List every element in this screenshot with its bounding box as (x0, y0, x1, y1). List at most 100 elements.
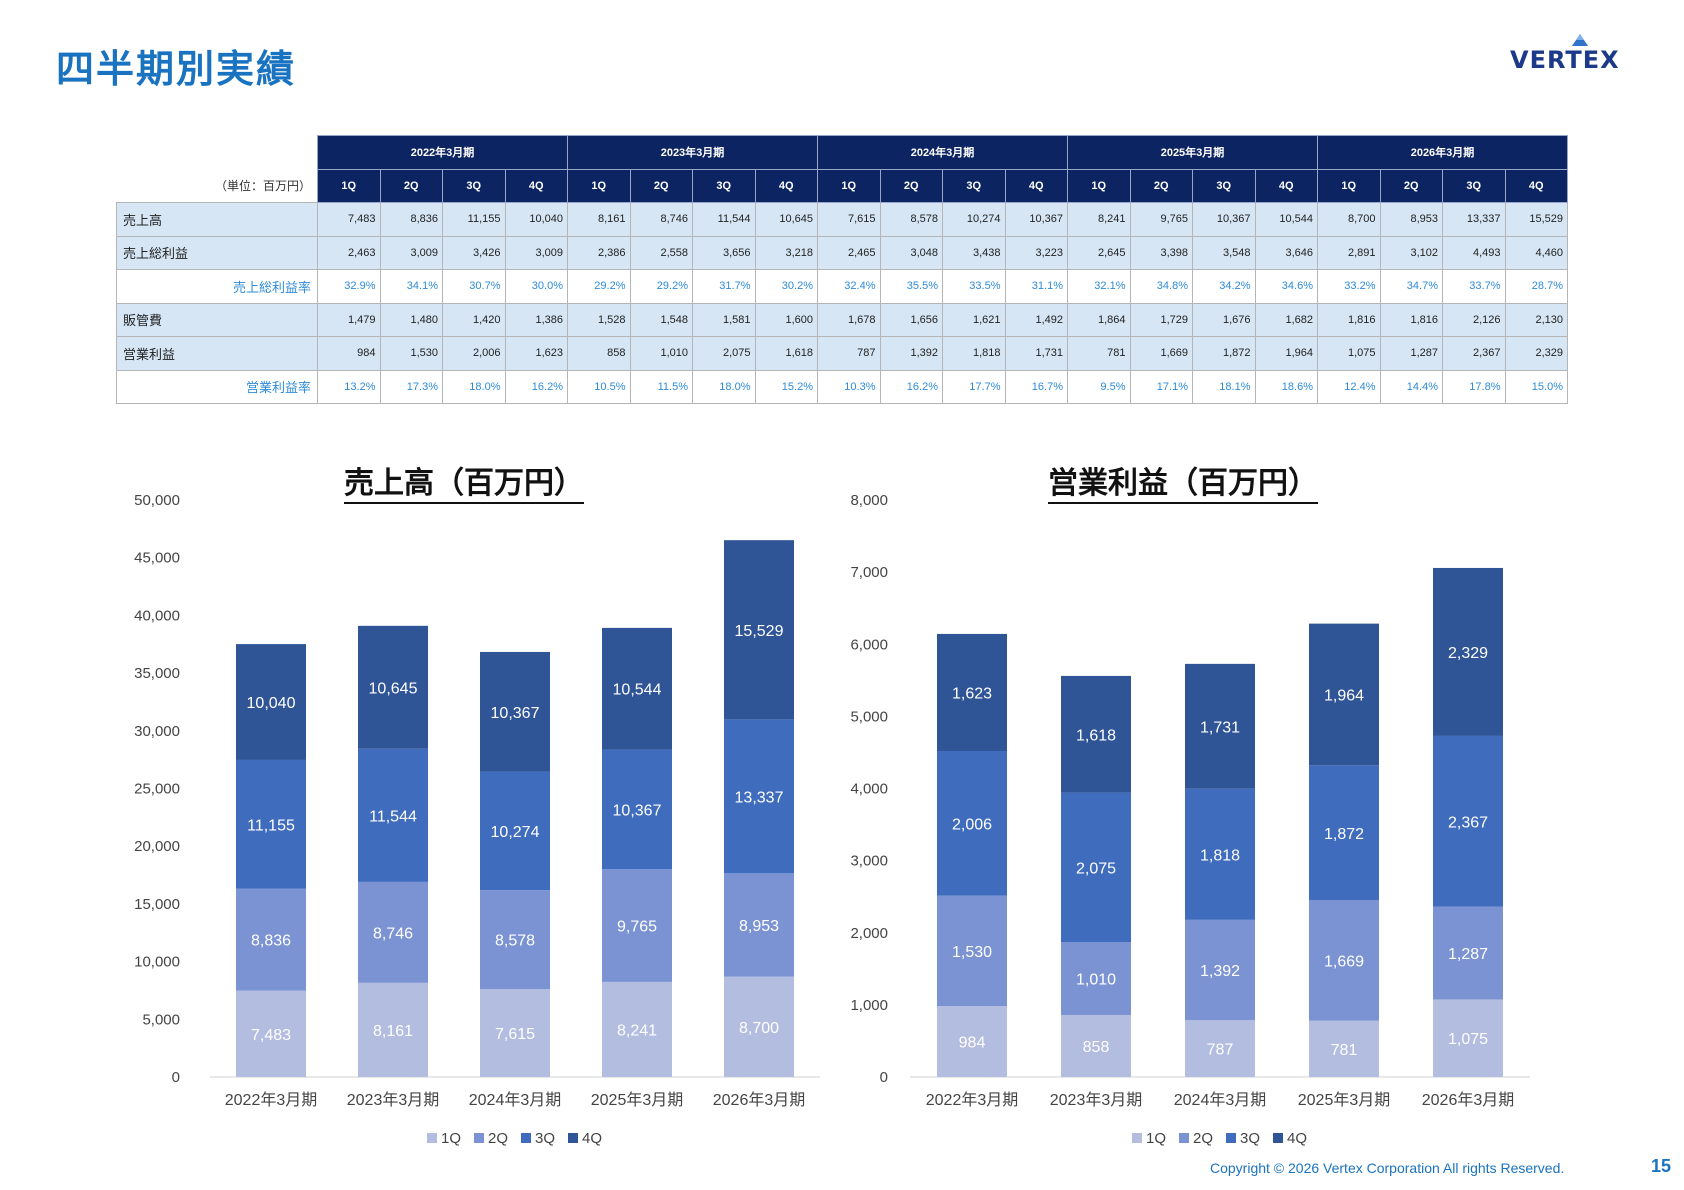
quarter-header: 4Q (1254, 168, 1318, 203)
bar-data-label: 1,075 (1448, 1031, 1488, 1048)
table-cell: 34.6% (1254, 269, 1318, 304)
x-category-label: 2022年3月期 (225, 1091, 318, 1109)
y-tick-label: 50,000 (134, 492, 180, 509)
bar-data-label: 1,530 (952, 944, 992, 961)
table-cell: 3,398 (1129, 235, 1193, 270)
y-tick-label: 8,000 (850, 492, 888, 509)
bar-data-label: 8,953 (739, 918, 779, 935)
table-cell: 2,645 (1067, 235, 1131, 270)
y-tick-label: 45,000 (134, 550, 180, 567)
table-cell: 2,130 (1504, 302, 1568, 337)
legend-label: 4Q (582, 1130, 602, 1147)
table-cell: 11,155 (442, 202, 506, 237)
x-category-label: 2025年3月期 (1298, 1091, 1391, 1109)
bar-segment-3q (1433, 735, 1503, 907)
bar-segment-3q (724, 719, 794, 874)
y-tick-label: 4,000 (850, 781, 888, 798)
table-cell: 14.4% (1379, 369, 1443, 404)
x-category-label: 2024年3月期 (469, 1091, 562, 1109)
table-cell: 1,287 (1379, 336, 1443, 371)
y-tick-label: 30,000 (134, 723, 180, 740)
quarter-header: 1Q (1067, 168, 1131, 203)
y-tick-label: 5,000 (142, 1011, 180, 1028)
period-header: 2022年3月期 (317, 135, 568, 170)
table-cell: 10,274 (942, 202, 1006, 237)
bar-data-label: 11,544 (369, 808, 417, 825)
quarter-header: 3Q (692, 168, 756, 203)
table-cell: 7,483 (317, 202, 381, 237)
table-cell: 10,367 (1192, 202, 1256, 237)
table-cell: 1,816 (1317, 302, 1381, 337)
bar-data-label: 15,529 (735, 623, 784, 640)
bar-data-label: 2,006 (952, 816, 992, 833)
quarter-header: 4Q (1504, 168, 1568, 203)
bar-data-label: 9,765 (617, 919, 657, 936)
table-row: 営業利益 984 1,530 2,006 1,623 858 1,010 2,075 1,618… (116, 336, 1568, 371)
y-tick-label: 20,000 (134, 838, 180, 855)
quarter-header: 3Q (1192, 168, 1256, 203)
bar-data-label: 10,367 (613, 802, 662, 819)
table-cell: 9,765 (1129, 202, 1193, 237)
table-cell: 1,621 (942, 302, 1006, 337)
row-label: 売上総利益率 (116, 269, 318, 304)
table-cell: 1,075 (1317, 336, 1381, 371)
y-tick-label: 25,000 (134, 781, 180, 798)
table-cell: 1,581 (692, 302, 756, 337)
table-cell: 858 (567, 336, 631, 371)
table-cell: 1,816 (1379, 302, 1443, 337)
x-category-label: 2026年3月期 (1422, 1091, 1515, 1109)
bar-data-label: 1,010 (1076, 972, 1116, 989)
table-cell: 3,548 (1192, 235, 1256, 270)
table-cell: 17.1% (1129, 369, 1193, 404)
bar-data-label: 781 (1331, 1042, 1358, 1059)
bar-data-label: 7,615 (495, 1026, 535, 1043)
logo-text: VERTEX (1510, 46, 1620, 74)
table-cell: 8,836 (379, 202, 443, 237)
legend-label: 1Q (441, 1130, 461, 1147)
bar-data-label: 1,287 (1448, 946, 1488, 963)
table-cell: 33.2% (1317, 269, 1381, 304)
bar-data-label: 2,367 (1448, 814, 1488, 831)
legend-label: 3Q (1240, 1130, 1260, 1147)
table-cell: 18.1% (1192, 369, 1256, 404)
quarter-header: 1Q (317, 168, 381, 203)
bar-data-label: 8,241 (617, 1022, 657, 1039)
bar-segment-4q (724, 540, 794, 720)
table-cell: 2,006 (442, 336, 506, 371)
table-cell: 34.7% (1379, 269, 1443, 304)
legend-swatch (1132, 1133, 1142, 1143)
bar-segment-1q (480, 989, 550, 1077)
bar-segment-2q (480, 890, 550, 990)
table-cell: 15.0% (1504, 369, 1568, 404)
quarter-header: 2Q (629, 168, 693, 203)
table-cell: 1,479 (317, 302, 381, 337)
bar-segment-4q (1061, 675, 1131, 793)
table-cell: 8,161 (567, 202, 631, 237)
legend-label: 1Q (1146, 1130, 1166, 1147)
bar-segment-2q (1185, 919, 1255, 1021)
table-cell: 3,048 (879, 235, 943, 270)
table-cell: 1,548 (629, 302, 693, 337)
bar-data-label: 8,700 (739, 1020, 779, 1037)
bar-segment-3q (358, 748, 428, 882)
table-row: 売上高 7,483 8,836 11,155 10,040 8,161 8,746 11,54… (116, 202, 1568, 237)
x-category-label: 2026年3月期 (713, 1091, 806, 1109)
bar-segment-1q (724, 976, 794, 1077)
company-logo: VERTEX (1510, 32, 1645, 74)
table-corner (116, 135, 318, 169)
bar-data-label: 2,329 (1448, 645, 1488, 662)
legend-swatch (568, 1133, 578, 1143)
table-cell: 17.3% (379, 369, 443, 404)
x-category-label: 2022年3月期 (926, 1091, 1019, 1109)
y-tick-label: 6,000 (850, 636, 888, 653)
row-label: 販管費 (116, 302, 318, 337)
table-cell: 2,386 (567, 235, 631, 270)
bar-data-label: 8,578 (495, 933, 535, 950)
row-label: 営業利益 (116, 336, 318, 371)
bar-segment-4q (480, 651, 550, 772)
bar-data-label: 858 (1083, 1039, 1110, 1056)
quarter-header: 2Q (379, 168, 443, 203)
x-category-label: 2023年3月期 (347, 1091, 440, 1109)
table-cell: 10.3% (817, 369, 881, 404)
bar-segment-1q (1061, 1015, 1131, 1077)
